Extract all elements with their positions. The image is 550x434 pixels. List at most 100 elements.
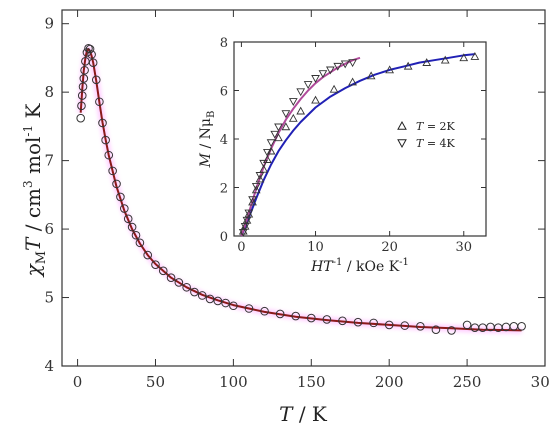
data-point [80, 65, 89, 75]
data-point-2k [459, 53, 469, 62]
x-tick-label: 150 [297, 373, 326, 391]
data-point-2k [311, 95, 320, 104]
data-point [166, 273, 176, 282]
data-point-4k [274, 123, 283, 132]
x-tick-label: 30 [455, 240, 472, 255]
data-point-4k [244, 209, 254, 218]
data-point [213, 296, 223, 306]
data-point [91, 75, 101, 85]
data-point [98, 118, 107, 128]
data-point [197, 291, 207, 300]
data-point [101, 135, 110, 145]
data-point [85, 44, 95, 54]
data-point-4k [248, 196, 257, 205]
data-point-4k [296, 88, 306, 97]
data-point-2k [348, 77, 357, 86]
data-point-2k [248, 197, 257, 206]
data-point-4k [266, 139, 276, 148]
data-point-4k [240, 222, 250, 231]
data-point [120, 204, 129, 213]
data-point-2k [329, 84, 339, 93]
data-point [108, 166, 117, 176]
data-point-4k [255, 172, 265, 180]
plot-frame [61, 9, 546, 367]
data-point-4k [262, 149, 272, 157]
data-point-4k [251, 182, 261, 191]
data-point [291, 311, 301, 321]
y-tick-label: 2 [220, 182, 228, 197]
legend-label: T = 2K [416, 120, 456, 133]
data-point-4k [340, 60, 350, 69]
data-point [116, 192, 125, 202]
data-point-4k [270, 130, 280, 139]
x-axis-label: T / K [279, 402, 328, 426]
data-point [205, 294, 215, 304]
y-tick-label: 6 [44, 220, 54, 238]
data-point [369, 318, 378, 328]
data-point [190, 287, 199, 297]
x-tick-label: 100 [219, 373, 248, 391]
data-point-2k [422, 58, 432, 66]
data-point [416, 321, 425, 331]
data-point [221, 298, 230, 308]
data-point [104, 150, 114, 160]
y-tick-label: 0 [220, 230, 228, 245]
data-point [143, 250, 152, 260]
data-point-2k [251, 185, 261, 194]
data-point [151, 260, 160, 269]
fit-curve-2 [240, 53, 476, 237]
data-point-2k [255, 174, 265, 183]
data-point [131, 230, 141, 240]
data-point [275, 309, 285, 319]
y-tick-label: 8 [220, 36, 228, 51]
data-point [306, 313, 316, 323]
y-tick-label: 7 [44, 152, 54, 170]
y-tick-label: 5 [44, 289, 54, 307]
data-point-2k [470, 52, 480, 60]
legend-marker-4k [397, 139, 407, 149]
data-point-4k [242, 216, 252, 225]
data-point [182, 282, 191, 292]
data-point [462, 320, 472, 330]
data-point-2k [262, 155, 272, 163]
x-tick-label: 0 [237, 240, 245, 255]
data-point [158, 266, 168, 276]
x-tick-label: 50 [146, 373, 165, 391]
data-point-2k [266, 146, 276, 155]
data-point [353, 317, 363, 327]
data-point [88, 58, 98, 68]
data-point-4k [259, 159, 269, 168]
fit-curve-1 [79, 48, 522, 332]
inset-plot: 0 10 20 30 0 2 4 6 8 HT-1 / kOe K-1 M / NμB T = 2K T… [198, 36, 487, 275]
data-point-2k [288, 113, 298, 122]
data-point-2k [385, 65, 395, 74]
x-tick-label: 20 [381, 240, 398, 255]
data-point [400, 321, 410, 330]
data-point [229, 301, 238, 311]
data-point-2k [238, 226, 248, 235]
plot-frame [233, 41, 487, 237]
data-point-2k [274, 133, 283, 142]
data-point-4k [303, 81, 313, 89]
data-point [260, 306, 269, 316]
legend-label: T = 4K [416, 137, 456, 150]
y-axis-label: χMT / cm3 mol-1 K [21, 103, 49, 279]
data-point [517, 321, 526, 331]
data-point [79, 74, 89, 83]
data-point [127, 222, 137, 232]
y-tick-label: 9 [44, 15, 54, 33]
data-point [431, 325, 441, 335]
data-point [135, 238, 145, 248]
data-point [123, 214, 133, 224]
data-point [95, 97, 104, 107]
data-point [244, 304, 254, 313]
inset-y-axis-label: M / NμB [198, 111, 217, 169]
data-point-2k [281, 122, 291, 131]
data-point-2k [403, 61, 413, 70]
data-point-2k [296, 106, 306, 115]
data-point [174, 278, 184, 287]
data-point [112, 179, 121, 189]
data-point [447, 326, 456, 335]
